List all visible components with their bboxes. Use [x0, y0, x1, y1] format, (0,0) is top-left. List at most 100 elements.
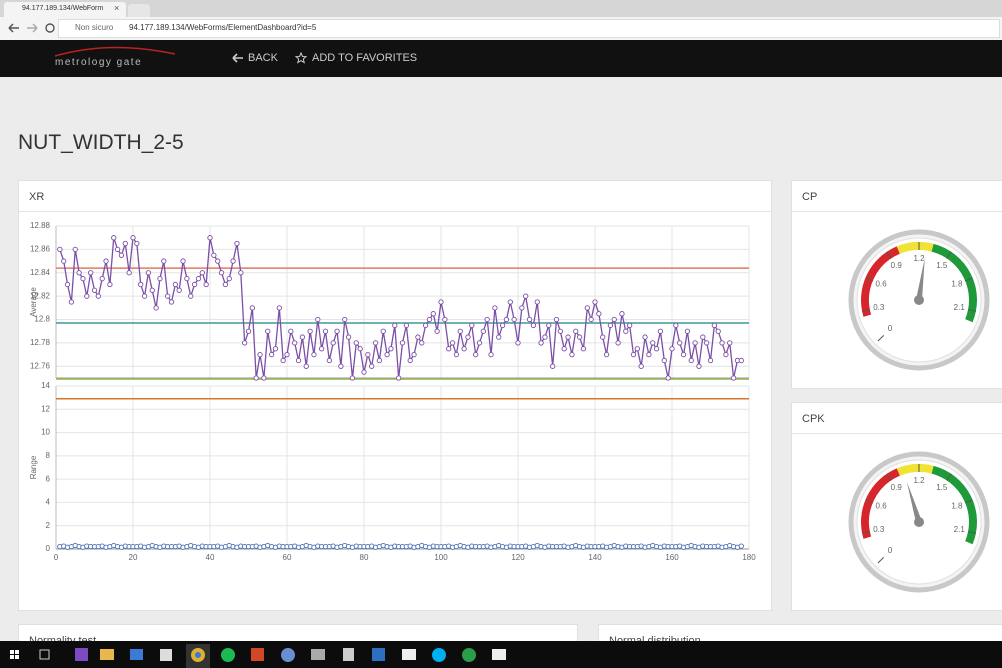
data-point	[411, 351, 417, 358]
gauge-tick-label: 0.6	[876, 279, 888, 288]
new-tab[interactable]	[128, 4, 150, 17]
gauge-tick	[877, 557, 884, 564]
data-point	[480, 328, 486, 334]
gauge-tick	[946, 473, 952, 481]
data-point	[303, 363, 309, 369]
data-point	[191, 281, 198, 288]
y-tick-label: 12.82	[30, 291, 51, 300]
data-point	[257, 351, 263, 358]
data-point	[195, 275, 202, 282]
nav-buttons[interactable]	[6, 21, 56, 35]
data-point	[272, 346, 279, 352]
data-point	[84, 293, 90, 299]
data-point	[241, 340, 248, 346]
gauge-band	[861, 246, 901, 317]
gauge-needle	[916, 258, 925, 301]
data-point	[646, 351, 652, 358]
favorites-link[interactable]: ADD TO FAVORITES	[312, 52, 418, 64]
data-point	[380, 328, 386, 334]
data-point	[542, 334, 548, 340]
logo[interactable]: metrology gate	[55, 57, 143, 68]
data-point	[476, 340, 483, 346]
data-point	[149, 287, 155, 293]
data-point	[338, 363, 344, 369]
data-point	[426, 316, 433, 323]
data-point	[249, 305, 256, 311]
data-point	[603, 351, 610, 358]
data-point	[299, 334, 306, 340]
data-point	[349, 375, 356, 381]
data-point	[222, 281, 229, 288]
address-bar: Non sicuro 94.177.189.134/WebForms/Eleme…	[0, 17, 1002, 41]
y-tick-label: 12	[41, 404, 50, 413]
data-point	[523, 293, 529, 299]
data-point	[134, 240, 140, 247]
data-point	[688, 357, 694, 364]
data-point	[692, 340, 698, 346]
data-point	[238, 270, 244, 276]
data-point	[696, 363, 702, 369]
x-tick-label: 180	[742, 553, 756, 562]
data-point	[704, 340, 710, 346]
data-point	[407, 357, 413, 364]
gauge-hub	[914, 517, 924, 527]
data-point	[503, 316, 510, 323]
data-point	[322, 328, 329, 334]
data-point	[526, 316, 533, 323]
data-point	[57, 246, 63, 253]
gauge-tick	[967, 309, 976, 312]
x-tick-label: 120	[511, 553, 525, 562]
data-point	[538, 340, 544, 346]
data-point	[126, 270, 132, 276]
divider	[792, 211, 1002, 212]
back-link[interactable]: BACK	[248, 52, 278, 64]
data-point	[64, 281, 71, 288]
data-point	[738, 357, 744, 364]
data-point	[369, 363, 375, 369]
data-point	[565, 334, 571, 340]
data-point	[403, 322, 409, 329]
data-point	[669, 346, 675, 352]
data-point	[719, 340, 725, 346]
data-point	[661, 357, 667, 364]
data-point	[465, 334, 471, 340]
data-point	[511, 316, 517, 323]
data-point	[395, 375, 402, 381]
data-point	[184, 275, 190, 282]
x-tick-label: 60	[283, 553, 292, 562]
data-point	[607, 322, 614, 329]
data-point	[99, 275, 105, 282]
data-point	[519, 305, 525, 311]
data-point	[472, 351, 479, 358]
data-point	[653, 346, 660, 352]
y-tick-label: 8	[46, 451, 51, 460]
data-point	[507, 299, 513, 305]
url-box[interactable]: Non sicuro 94.177.189.134/WebForms/Eleme…	[58, 19, 1000, 38]
data-point	[372, 340, 379, 346]
data-point	[172, 281, 179, 288]
data-point	[715, 328, 721, 334]
data-point	[600, 334, 606, 340]
y-tick-label: 2	[46, 521, 51, 530]
data-point	[673, 322, 679, 329]
data-point	[553, 316, 560, 323]
y-tick-label: 12.78	[30, 338, 51, 347]
data-point	[130, 235, 136, 241]
x-tick-label: 40	[206, 553, 215, 562]
data-point	[434, 328, 440, 334]
data-point	[469, 322, 475, 329]
data-point	[384, 351, 390, 358]
gauge-tick	[865, 499, 873, 504]
data-point	[700, 334, 706, 340]
x-tick-label: 80	[360, 553, 369, 562]
y-tick-label: 10	[41, 428, 50, 437]
data-point	[461, 346, 467, 352]
data-point	[557, 328, 563, 334]
x-tick-label: 140	[588, 553, 602, 562]
tab[interactable]: 94.177.189.134/WebForm ×	[4, 2, 126, 17]
tab-close[interactable]: ×	[114, 3, 120, 13]
data-point	[307, 328, 313, 334]
data-point	[326, 357, 332, 364]
gauge-tick	[965, 277, 973, 282]
